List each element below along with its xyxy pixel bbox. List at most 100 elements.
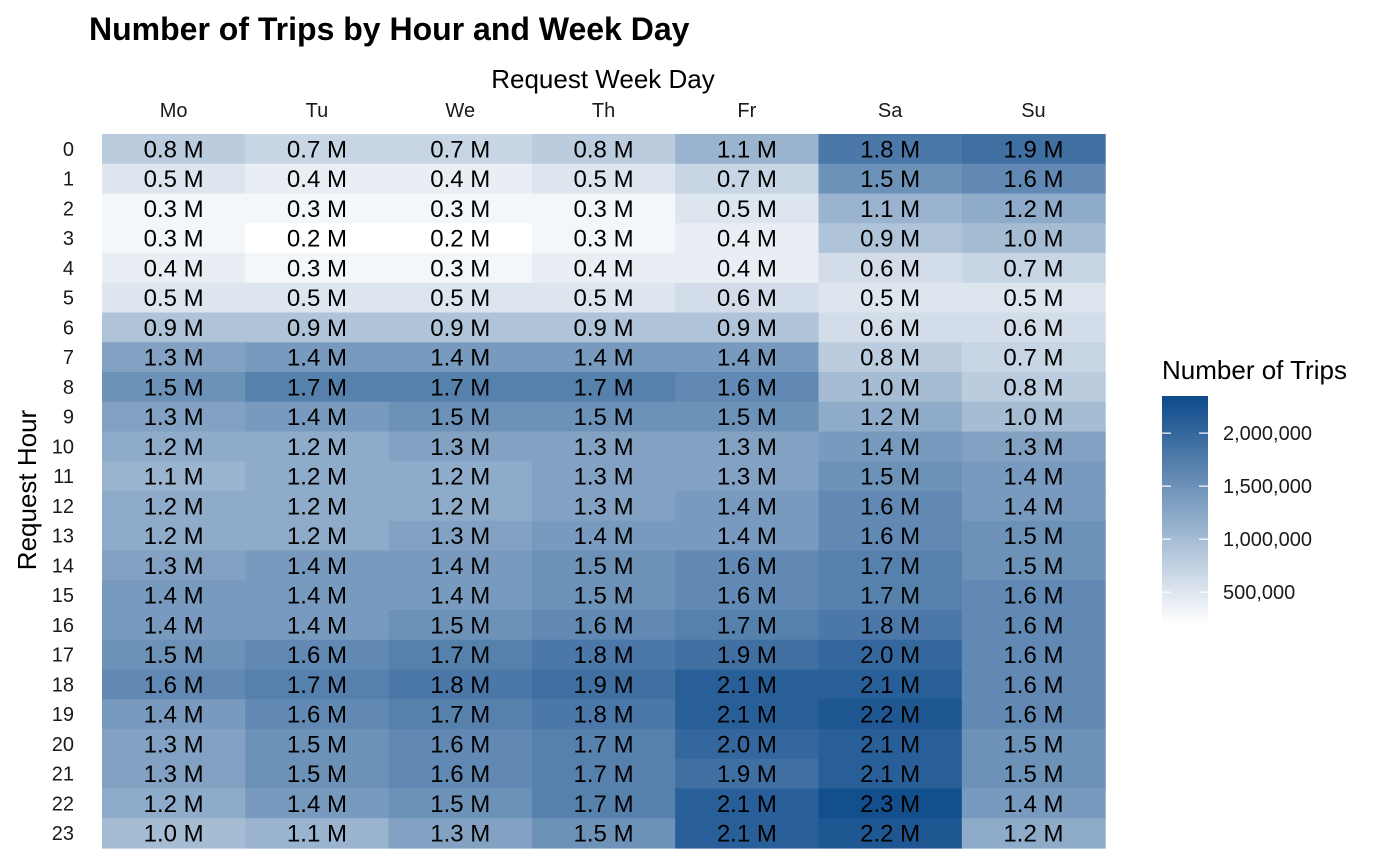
cell-value-label: 0.5 M [144,285,204,312]
heatmap-cell [102,223,246,254]
heatmap-cell [818,401,963,433]
cell-value-label: 2.1 M [717,672,777,699]
heatmap-cell [531,818,676,849]
cell-value-label: 0.7 M [1003,255,1063,282]
heatmap-cell [961,134,1106,165]
heatmap-cell [818,520,963,552]
cell-value-label: 2.1 M [717,702,777,729]
heatmap-cell [818,163,963,195]
cell-value-label: 1.5 M [287,731,347,758]
heatmap-cell [675,431,820,462]
heatmap-cell [961,163,1106,195]
heatmap-cell [531,372,676,403]
x-tick-label: Su [1021,100,1045,122]
heatmap-cell [245,669,390,700]
cell-value-label: 0.6 M [717,285,777,312]
cell-value-label: 1.4 M [144,612,204,639]
cell-value-label: 1.3 M [144,553,204,580]
cell-value-label: 1.6 M [144,672,204,699]
legend: Number of Trips 500,000 1,000,000 1,500,00… [1162,355,1347,624]
cell-value-label: 1.5 M [860,166,920,193]
cell-value-label: 1.7 M [430,702,490,729]
heatmap-cell [245,729,390,760]
y-tick-label: 23 [52,823,74,845]
heatmap-cell [818,372,963,403]
cell-value-label: 1.3 M [717,464,777,491]
heatmap-cell-labels: 0.8 M 0.7 M 0.7 M 0.8 M 1.1 M 1.8 M 1.9 M0.5 M… [144,136,1064,847]
heatmap-cell [531,699,676,730]
heatmap-cell [675,312,820,343]
heatmap-cell [245,818,390,849]
cell-value-label: 0.7 M [287,136,347,163]
cell-value-label: 1.2 M [1003,196,1063,223]
cell-value-label: 1.4 M [1003,493,1063,520]
heatmap-cell [102,193,246,224]
legend-tick-label: 1,500,000 [1223,476,1312,498]
heatmap-cell [531,758,676,790]
heatmap-cell [531,491,676,522]
cell-value-label: 1.2 M [430,493,490,520]
cell-value-label: 1.0 M [1003,226,1063,253]
cell-value-label: 1.5 M [1003,523,1063,550]
cell-value-label: 1.4 M [287,345,347,372]
cell-value-label: 1.3 M [717,434,777,461]
heatmap-cell [388,193,533,224]
y-tick-label: 17 [52,645,74,667]
cell-value-label: 1.6 M [574,612,634,639]
y-tick-label: 21 [52,764,74,786]
cell-value-label: 1.7 M [287,672,347,699]
cell-value-label: 2.1 M [860,761,920,788]
cell-value-label: 1.6 M [717,583,777,610]
heatmap-cell [102,639,246,671]
cell-value-label: 1.2 M [287,493,347,520]
heatmap-cell [961,699,1106,730]
heatmap-cell [961,193,1106,224]
heatmap-cell [961,342,1106,373]
legend-ticks: 500,000 1,000,000 1,500,000 2,000,000 [1162,423,1312,604]
cell-value-label: 0.3 M [144,196,204,223]
heatmap-cell [675,461,820,492]
cell-value-label: 1.7 M [574,731,634,758]
x-tick-label: Tu [306,100,329,122]
cell-value-label: 1.7 M [574,791,634,818]
cell-value-label: 1.3 M [574,464,634,491]
heatmap-cell [531,729,676,760]
heatmap-cell [245,401,390,433]
y-tick-label: 5 [63,288,74,310]
y-tick-label: 7 [63,347,74,369]
heatmap-cell [531,610,676,641]
x-axis-title: Request Week Day [491,64,715,94]
y-tick-label: 0 [63,139,74,161]
cell-value-label: 0.5 M [1003,285,1063,312]
cell-value-label: 0.3 M [574,196,634,223]
cell-value-label: 0.2 M [430,226,490,253]
heatmap-cell [818,461,963,492]
cell-value-label: 1.6 M [1003,583,1063,610]
heatmap-cell [388,163,533,195]
cell-value-label: 1.7 M [574,761,634,788]
heatmap-cell [388,253,533,284]
cell-value-label: 0.5 M [860,285,920,312]
cell-value-label: 1.8 M [574,642,634,669]
cell-value-label: 1.9 M [1003,136,1063,163]
heatmap-cell [675,372,820,403]
cell-value-label: 0.3 M [144,226,204,253]
heatmap-cell [245,699,390,730]
cell-value-label: 1.7 M [430,642,490,669]
cell-value-label: 0.9 M [574,315,634,342]
x-tick-label: Sa [878,100,903,122]
heatmap-cell [961,401,1106,433]
cell-value-label: 1.5 M [144,642,204,669]
cell-value-label: 0.7 M [430,136,490,163]
heatmap-cell [675,550,820,581]
cell-value-label: 1.6 M [717,553,777,580]
cell-value-label: 1.6 M [430,731,490,758]
cell-value-label: 1.8 M [860,136,920,163]
cell-value-label: 1.3 M [144,761,204,788]
cell-value-label: 1.4 M [717,523,777,550]
cell-value-label: 2.1 M [860,672,920,699]
heatmap-cell [245,431,390,462]
cell-value-label: 1.2 M [430,464,490,491]
cell-value-label: 0.2 M [287,226,347,253]
heatmap-cell [675,818,820,849]
